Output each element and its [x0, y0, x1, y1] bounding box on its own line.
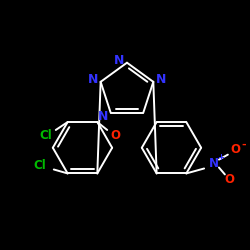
Text: O: O: [225, 173, 235, 186]
Text: O: O: [231, 143, 241, 156]
Text: O: O: [110, 130, 120, 142]
Text: -: -: [241, 140, 246, 150]
Text: N: N: [114, 54, 124, 67]
Text: +: +: [218, 153, 224, 162]
Text: N: N: [156, 73, 166, 86]
Text: N: N: [209, 157, 219, 170]
Text: Cl: Cl: [34, 159, 46, 172]
Text: Cl: Cl: [40, 130, 52, 142]
Text: N: N: [88, 73, 98, 86]
Text: N: N: [98, 110, 108, 123]
